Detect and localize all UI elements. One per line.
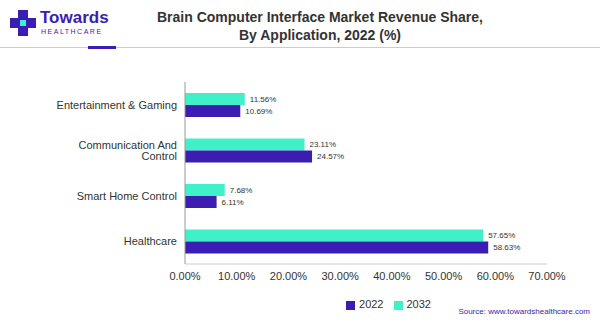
svg-text:40.00%: 40.00% — [373, 270, 411, 282]
html-text:2022: 2022 — [359, 298, 384, 310]
svg-text:57.65%: 57.65% — [488, 231, 515, 240]
svg-text:7.68%: 7.68% — [230, 186, 253, 195]
html-text:Source: www.towardshealthcare.: Source: www.towardshealthcare.com — [458, 307, 590, 316]
svg-text:58.63%: 58.63% — [493, 243, 520, 252]
svg-text:23.11%: 23.11% — [310, 140, 337, 149]
html-text:Brain Computer Interface Marke: Brain Computer Interface Market Revenue … — [157, 9, 483, 43]
svg-text:Healthcare: Healthcare — [124, 235, 177, 247]
svg-text:0.00%: 0.00% — [169, 270, 200, 282]
svg-text:11.56%: 11.56% — [250, 95, 277, 104]
html-text:HEALTHCARE: HEALTHCARE — [41, 28, 103, 35]
svg-text:24.57%: 24.57% — [317, 152, 344, 161]
html-text:2032: 2032 — [406, 298, 431, 310]
svg-text:Communication AndControl: Communication AndControl — [79, 139, 177, 162]
svg-text:10.00%: 10.00% — [218, 270, 256, 282]
svg-text:Smart Home Control: Smart Home Control — [77, 190, 177, 202]
svg-text:Entertainment & Gaming: Entertainment & Gaming — [57, 99, 177, 111]
svg-text:50.00%: 50.00% — [425, 270, 463, 282]
svg-text:10.69%: 10.69% — [245, 107, 272, 116]
svg-text:70.00%: 70.00% — [528, 270, 566, 282]
svg-text:6.11%: 6.11% — [222, 198, 244, 207]
svg-text:60.00%: 60.00% — [477, 270, 515, 282]
svg-text:30.00%: 30.00% — [321, 270, 359, 282]
svg-text:20.00%: 20.00% — [270, 270, 308, 282]
html-text:Towards: Towards — [40, 8, 109, 27]
